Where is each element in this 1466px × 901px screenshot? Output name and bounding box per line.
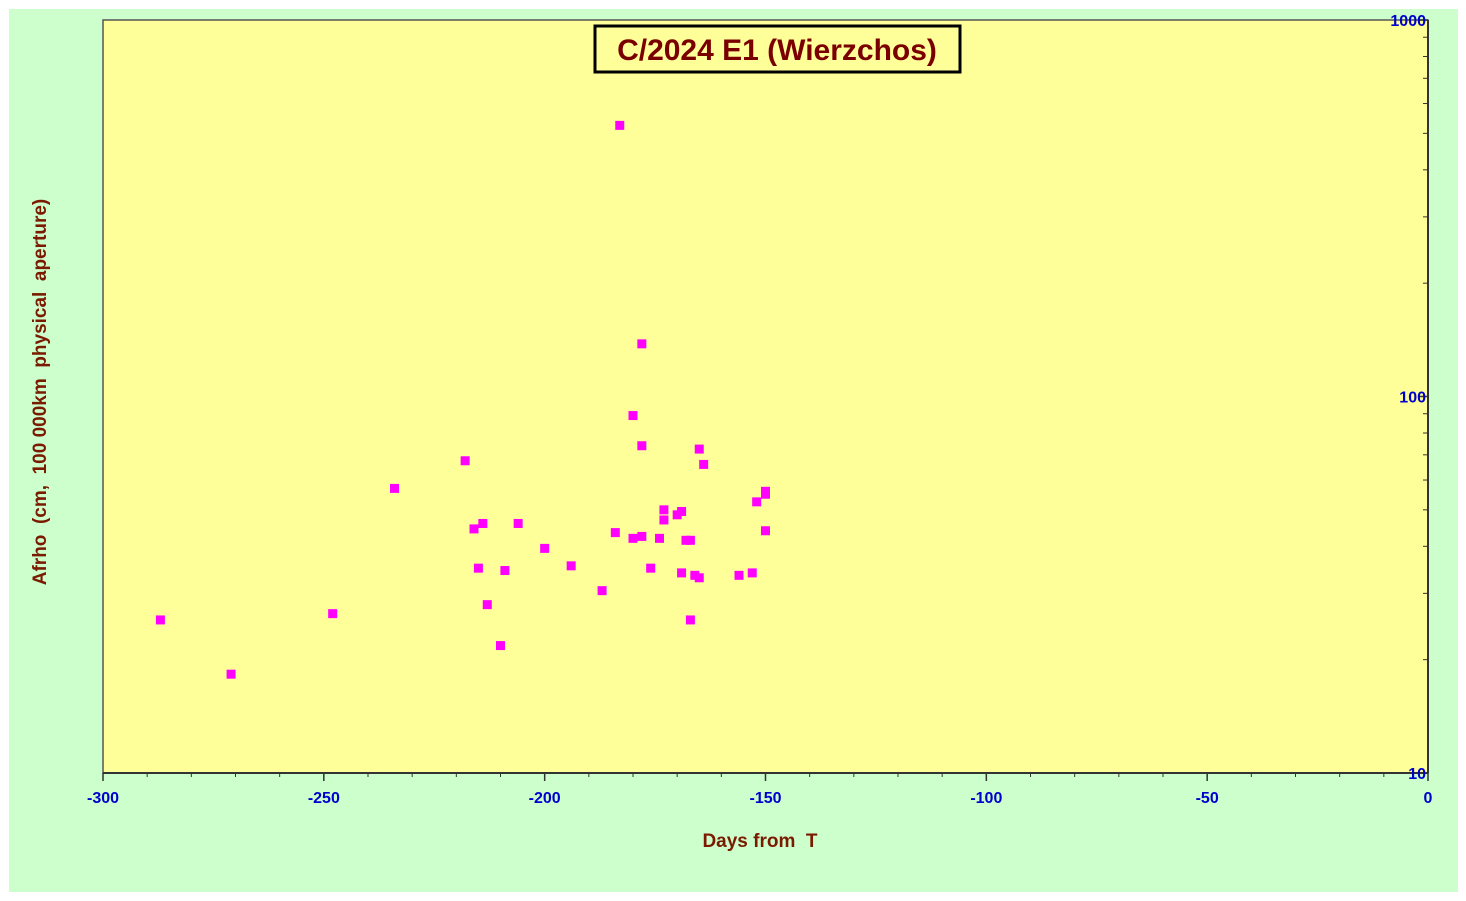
data-point — [597, 586, 607, 596]
data-point — [628, 533, 638, 543]
data-points — [155, 120, 770, 679]
data-point — [752, 497, 762, 507]
data-point — [637, 339, 647, 349]
data-point — [734, 570, 744, 580]
data-point — [637, 441, 647, 451]
x-tick-label: -300 — [87, 790, 119, 807]
data-point — [610, 528, 620, 538]
x-tick-label: -150 — [749, 790, 781, 807]
data-point — [694, 444, 704, 454]
data-point — [685, 535, 695, 545]
data-point — [699, 459, 709, 469]
data-point — [677, 506, 687, 516]
data-point — [500, 566, 510, 576]
y-tick-label: 10 — [1408, 766, 1426, 783]
chart-title-box: C/2024 E1 (Wierzchos) — [593, 24, 962, 74]
data-point — [155, 615, 165, 625]
data-point — [390, 483, 399, 493]
x-tick-label: -100 — [970, 790, 1002, 807]
data-point — [615, 120, 625, 130]
y-axis-title: Afrho (cm, 100 000km physical aperture) — [30, 199, 51, 586]
x-tick-label: -50 — [1196, 790, 1219, 807]
data-point — [540, 543, 550, 553]
data-point — [482, 600, 492, 610]
data-point — [478, 518, 488, 528]
data-point — [566, 561, 576, 571]
data-point — [694, 573, 704, 583]
data-point — [496, 641, 505, 651]
y-axis-ticks: 10 100 1000 — [1390, 13, 1428, 783]
data-point — [226, 669, 236, 679]
data-point — [460, 456, 470, 466]
chart-title: C/2024 E1 (Wierzchos) — [617, 34, 937, 67]
data-point — [761, 526, 770, 536]
x-axis-ticks: -300 -250 -200 -150 -100 -50 0 — [87, 773, 1433, 807]
data-point — [655, 533, 664, 543]
data-point — [628, 411, 638, 421]
data-point — [469, 524, 479, 534]
data-point — [646, 563, 656, 573]
x-tick-label: -250 — [308, 790, 340, 807]
data-point — [659, 515, 669, 525]
x-tick-label: -200 — [529, 790, 561, 807]
data-point — [637, 531, 647, 541]
data-point — [747, 568, 757, 578]
x-tick-label: 0 — [1424, 790, 1433, 807]
data-point — [677, 568, 687, 578]
x-axis-title: Days from T — [702, 831, 817, 852]
y-tick-label: 100 — [1399, 390, 1426, 407]
data-point — [761, 486, 770, 496]
data-point — [328, 609, 338, 619]
y-tick-label: 1000 — [1390, 13, 1426, 30]
data-point — [513, 518, 523, 528]
data-point — [473, 563, 483, 573]
plot-area — [102, 19, 1429, 774]
data-point — [659, 505, 669, 515]
data-point — [685, 615, 695, 625]
